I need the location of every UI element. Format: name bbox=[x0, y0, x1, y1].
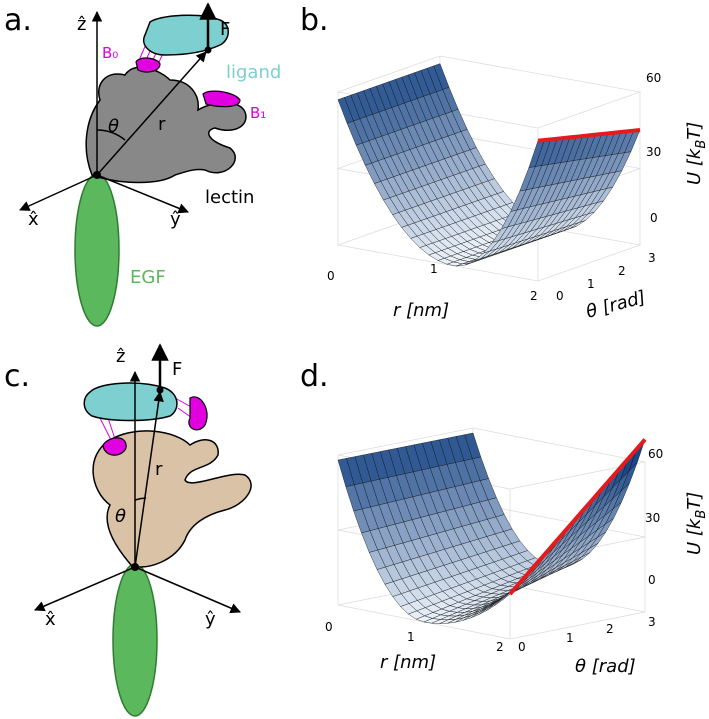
z-label-part: U [k bbox=[684, 517, 705, 555]
z-label-part: T] bbox=[684, 122, 705, 140]
force: F bbox=[172, 359, 182, 380]
egf-label: EGF bbox=[130, 267, 166, 288]
y-tick-label: 2 bbox=[618, 264, 626, 278]
y-tick-label: 0 bbox=[556, 289, 564, 303]
bond-patch bbox=[188, 396, 208, 431]
z-tick-label: 30 bbox=[646, 145, 661, 159]
z-tick-label: 0 bbox=[648, 573, 656, 587]
x-tick-label: 2 bbox=[496, 640, 504, 654]
y-axis-label: θ [rad] bbox=[575, 656, 636, 677]
x-tick-label: 1 bbox=[407, 630, 415, 644]
x-tick-label: 1 bbox=[430, 262, 438, 276]
panel-d: d. 60 30 0 0 1 2 0 1 2 3 r [nm] θ [rad] … bbox=[300, 359, 709, 677]
origin bbox=[93, 171, 101, 179]
z-tick-label: 60 bbox=[646, 71, 661, 85]
surface bbox=[337, 427, 647, 640]
bond-1: B₁ bbox=[250, 104, 266, 122]
egf-domain bbox=[74, 173, 120, 327]
z-label-part: T] bbox=[684, 492, 705, 510]
origin bbox=[131, 563, 139, 571]
radius: r bbox=[158, 114, 166, 135]
panel-label: b. bbox=[300, 3, 329, 38]
panel-b: b. 60 30 0 0 1 2 0 1 2 3 r [nm] θ [rad] … bbox=[300, 3, 709, 323]
angle: θ bbox=[108, 116, 119, 137]
y-tick-label: 2 bbox=[606, 622, 614, 636]
bond-0: B₀ bbox=[102, 44, 118, 62]
z-axis-label: U [kBT] bbox=[684, 122, 709, 185]
axes bbox=[19, 2, 217, 214]
force-point bbox=[204, 46, 212, 54]
y-axis-label: θ [rad] bbox=[584, 287, 648, 323]
y-tick-label: 0 bbox=[518, 640, 526, 654]
lectin-shape bbox=[92, 430, 252, 568]
x-tick-label: 0 bbox=[327, 269, 335, 283]
z-tick-label: 0 bbox=[650, 211, 658, 225]
x-axis: x̂ bbox=[28, 209, 39, 230]
z-label-part: B bbox=[694, 510, 709, 519]
x-axis: x̂ bbox=[45, 609, 56, 630]
y-tick-label: 1 bbox=[587, 277, 595, 291]
z-tick-label: 30 bbox=[645, 511, 660, 525]
panel-a: a. ẑ F B₀ ligand θ r B₁ lectin x̂ ŷ EGF bbox=[4, 2, 281, 327]
x-tick-label: 0 bbox=[325, 620, 333, 634]
force-point bbox=[156, 386, 164, 394]
z-label-part: B bbox=[694, 140, 709, 149]
edge-highlight bbox=[508, 438, 647, 596]
bond-patch bbox=[102, 437, 127, 456]
z-axis: ẑ bbox=[116, 346, 125, 367]
lectin-shape bbox=[85, 66, 247, 184]
lectin-label: lectin bbox=[205, 187, 254, 208]
x-tick-label: 2 bbox=[530, 289, 538, 303]
x-axis-label: r [nm] bbox=[393, 300, 449, 321]
z-tick-label: 60 bbox=[648, 447, 663, 461]
z-axis: ẑ bbox=[77, 14, 86, 35]
angle: θ bbox=[115, 506, 126, 527]
z-label-part: U [k bbox=[684, 147, 705, 185]
panel-label: a. bbox=[4, 3, 32, 38]
surface bbox=[336, 55, 642, 282]
panel-c: c. ẑ F θ r x̂ ŷ bbox=[4, 343, 252, 717]
ligand-label: ligand bbox=[226, 62, 281, 83]
y-axis: ŷ bbox=[170, 209, 181, 230]
z-axis-label: U [kBT] bbox=[684, 492, 709, 555]
bond-patch bbox=[135, 57, 161, 73]
radius: r bbox=[155, 459, 163, 480]
x-axis-label: r [nm] bbox=[380, 652, 436, 673]
y-axis: ŷ bbox=[205, 609, 216, 630]
y-tick-label: 1 bbox=[566, 631, 574, 645]
ligand-shape bbox=[143, 14, 229, 56]
axes bbox=[34, 343, 241, 614]
egf-domain bbox=[112, 563, 158, 717]
y-tick-label: 3 bbox=[648, 615, 656, 629]
y-tick-label: 3 bbox=[648, 251, 656, 265]
edge-highlight bbox=[537, 128, 641, 143]
force: F bbox=[220, 19, 230, 40]
bond-patch bbox=[202, 90, 241, 108]
panel-label: d. bbox=[300, 359, 329, 394]
panel-label: c. bbox=[4, 359, 30, 394]
